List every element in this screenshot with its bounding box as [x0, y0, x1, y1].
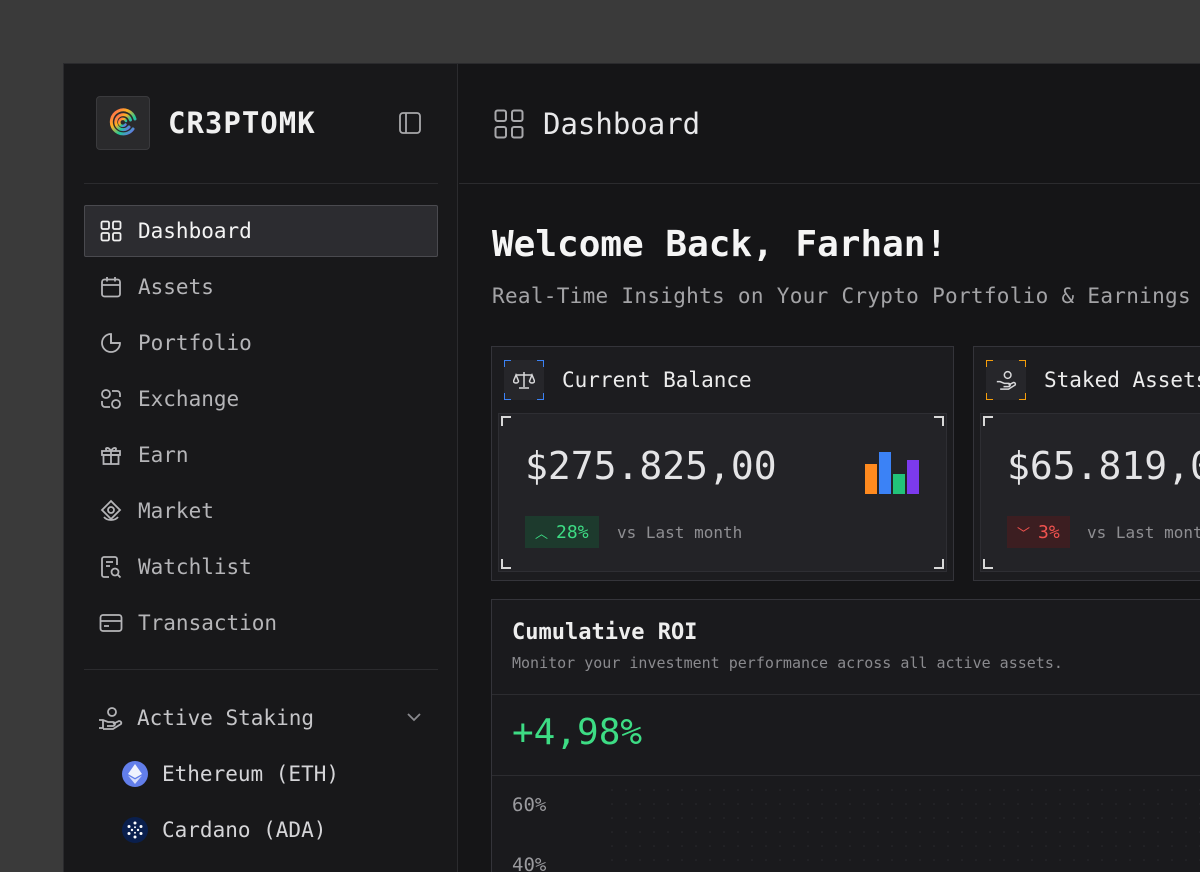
grid-icon — [98, 218, 124, 244]
active-staking-toggle[interactable]: Active Staking — [84, 692, 438, 744]
staked-amount: $65.819,00 — [1007, 444, 1200, 488]
divider — [492, 694, 1200, 695]
staking-item-cardano[interactable]: Cardano (ADA) — [122, 810, 326, 850]
change-badge-down: ﹀ 3% — [1007, 516, 1070, 548]
brand[interactable]: CR3PTOMK — [96, 96, 426, 150]
welcome-subtitle: Real-Time Insights on Your Crypto Portfo… — [492, 284, 1191, 308]
balance-amount: $275.825,00 — [525, 444, 777, 488]
sidebar-item-label: Portfolio — [138, 331, 252, 355]
staking-hand-icon — [97, 705, 123, 731]
sidebar-item-label: Exchange — [138, 387, 240, 411]
top-bar: Dashboard — [459, 64, 1200, 184]
watchlist-icon — [98, 554, 124, 580]
sidebar: CR3PTOMK Dashboard Assets Portfolio Exch… — [64, 64, 458, 872]
divider — [492, 775, 1200, 776]
sidebar-item-label: Watchlist — [138, 555, 252, 579]
compare-label: vs Last month — [1087, 522, 1200, 542]
balance-scale-icon — [504, 360, 544, 400]
roi-title: Cumulative ROI — [512, 620, 698, 645]
roi-value: +4,98% — [512, 712, 643, 753]
calendar-icon — [98, 274, 124, 300]
sidebar-item-watchlist[interactable]: Watchlist — [84, 541, 438, 593]
app-window: CR3PTOMK Dashboard Assets Portfolio Exch… — [63, 63, 1200, 872]
sidebar-item-label: Earn — [138, 443, 189, 467]
sidebar-divider — [84, 669, 438, 670]
card-title: Staked Assets — [1044, 368, 1200, 392]
arrow-up-icon: ︿ — [535, 526, 549, 542]
sidebar-item-exchange[interactable]: Exchange — [84, 373, 438, 425]
change-value: 28% — [556, 521, 589, 543]
grid-icon — [493, 108, 525, 140]
sidebar-item-market[interactable]: Market — [84, 485, 438, 537]
market-icon — [98, 498, 124, 524]
y-tick-label: 40% — [512, 854, 547, 872]
mini-bar-chart-icon — [865, 452, 919, 494]
pie-chart-icon — [98, 330, 124, 356]
exchange-icon — [98, 386, 124, 412]
gift-icon — [98, 442, 124, 468]
cardano-icon — [122, 817, 148, 843]
card-header: Current Balance — [492, 347, 953, 413]
staking-hand-icon — [986, 360, 1026, 400]
roi-candlestick-chart[interactable] — [492, 776, 1200, 872]
cumulative-roi-panel: Cumulative ROI Monitor your investment p… — [491, 599, 1200, 872]
chevron-down-icon — [404, 707, 424, 732]
sidebar-item-portfolio[interactable]: Portfolio — [84, 317, 438, 369]
staking-item-ethereum[interactable]: Ethereum (ETH) — [122, 754, 339, 794]
sidebar-item-assets[interactable]: Assets — [84, 261, 438, 313]
sidebar-item-label: Transaction — [138, 611, 278, 635]
current-balance-card[interactable]: Current Balance $275.825,00 ︿ 28% vs Las… — [491, 346, 954, 581]
sidebar-item-label: Assets — [138, 275, 214, 299]
sidebar-item-earn[interactable]: Earn — [84, 429, 438, 481]
sidebar-item-label: Market — [138, 499, 214, 523]
roi-description: Monitor your investment performance acro… — [512, 654, 1063, 672]
card-body: $65.819,00 ﹀ 3% vs Last month — [980, 413, 1200, 572]
brand-logo-icon — [96, 96, 150, 150]
staking-item-label: Cardano (ADA) — [162, 818, 327, 842]
staked-assets-card[interactable]: Staked Assets $65.819,00 ﹀ 3% vs Last mo… — [973, 346, 1200, 581]
sidebar-toggle-icon[interactable] — [397, 110, 423, 136]
page-title: Dashboard — [543, 106, 701, 141]
sidebar-divider — [84, 183, 438, 184]
compare-label: vs Last month — [617, 522, 743, 542]
brand-name: CR3PTOMK — [168, 106, 316, 140]
card-title: Current Balance — [562, 368, 752, 392]
card-icon — [98, 610, 124, 636]
active-staking-label: Active Staking — [137, 706, 315, 730]
sidebar-item-transaction[interactable]: Transaction — [84, 597, 438, 649]
change-value: 3% — [1038, 521, 1060, 543]
welcome-heading: Welcome Back, Farhan! — [492, 224, 948, 265]
ethereum-icon — [122, 761, 148, 787]
y-tick-label: 60% — [512, 794, 547, 816]
card-body: $275.825,00 ︿ 28% vs Last month — [498, 413, 947, 572]
sidebar-item-label: Dashboard — [138, 219, 252, 243]
card-header: Staked Assets — [974, 347, 1200, 413]
arrow-down-icon: ﹀ — [1017, 526, 1031, 542]
sidebar-item-dashboard[interactable]: Dashboard — [84, 205, 438, 257]
staking-item-label: Ethereum (ETH) — [162, 762, 340, 786]
sidebar-nav: Dashboard Assets Portfolio Exchange Earn… — [84, 205, 438, 653]
change-badge-up: ︿ 28% — [525, 516, 599, 548]
